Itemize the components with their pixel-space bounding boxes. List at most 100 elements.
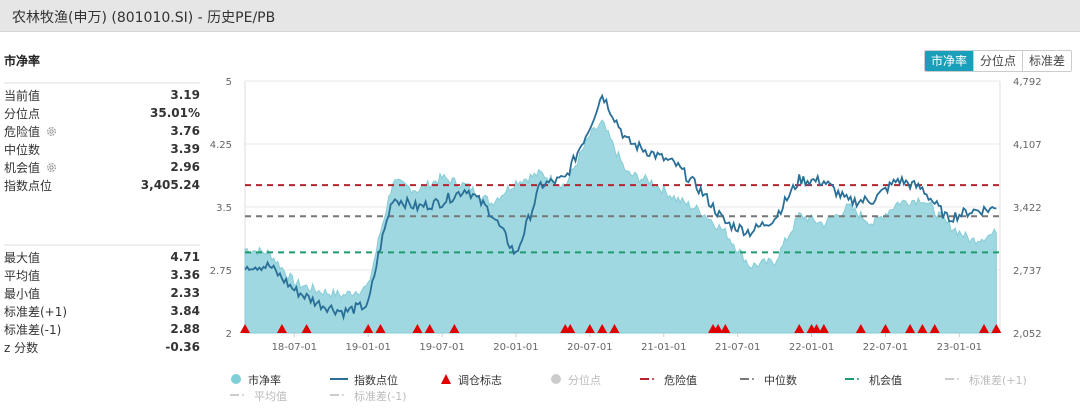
stat-label: 最小值	[4, 285, 40, 302]
legend-item[interactable]: 机会值	[845, 372, 945, 388]
rebalance-triangle-icon[interactable]	[713, 324, 724, 333]
stat-label-text: 标准差(-1)	[4, 322, 62, 337]
pb-area-series	[244, 119, 997, 334]
settings-gear-icon[interactable]	[46, 162, 57, 173]
stat-label-text: 指数点位	[4, 178, 53, 193]
stat-row: 机会值 2.96	[4, 158, 200, 176]
chart-legend: 市净率 指数点位 调仓标志 分位点 危险值 中位数 机会值 标准差(+1) 平均值 标准差(-1…	[230, 372, 1070, 404]
rebalance-triangle-icon[interactable]	[991, 324, 1002, 333]
stat-label: 指数点位	[4, 177, 52, 194]
stat-row: 中位数 3.39	[4, 140, 200, 158]
stat-row: 危险值 3.76	[4, 122, 200, 140]
stat-value: 3.39	[170, 142, 200, 156]
rebalance-triangle-icon[interactable]	[818, 324, 829, 333]
y-axis-right-tick: 2,737	[1013, 266, 1042, 277]
stat-value: 3.19	[170, 88, 200, 102]
legend-dash-icon	[230, 390, 248, 403]
legend-label: 标准差(+1)	[969, 374, 1027, 387]
legend-label: 指数点位	[354, 374, 398, 387]
legend-dash-icon	[945, 374, 963, 387]
legend-label: 机会值	[869, 374, 902, 387]
stat-label: 危险值	[4, 123, 57, 140]
stat-label: 当前值	[4, 87, 40, 104]
title-bar: 农林牧渔(申万) (801010.SI) - 历史PE/PB	[0, 0, 1080, 32]
rebalance-triangle-icon[interactable]	[720, 324, 731, 333]
y-axis-left-tick: 3.5	[216, 203, 232, 214]
stat-value: 3,405.24	[140, 178, 200, 192]
stat-value: 4.71	[170, 250, 200, 264]
legend-item[interactable]: 分位点	[550, 372, 640, 388]
stat-label: 机会值	[4, 159, 57, 176]
x-axis-tick: 21-07-01	[715, 342, 760, 353]
rebalance-triangle-icon[interactable]	[917, 324, 928, 333]
legend-item[interactable]: 市净率	[230, 372, 330, 388]
stat-value: 2.88	[170, 322, 200, 336]
y-axis-right-tick: 2,052	[1013, 329, 1042, 340]
rebalance-triangle-icon[interactable]	[240, 324, 250, 333]
legend-label: 市净率	[248, 374, 281, 387]
stat-label-text: 危险值	[4, 124, 41, 139]
rebalance-triangle-icon[interactable]	[584, 324, 595, 333]
rebalance-triangle-icon[interactable]	[929, 324, 940, 333]
x-axis-tick: 21-01-01	[641, 342, 686, 353]
panel-title: 市净率	[4, 54, 41, 68]
stat-label-text: 机会值	[4, 160, 41, 175]
y-axis-left-tick: 5	[226, 77, 232, 88]
stat-value: 35.01%	[150, 106, 200, 120]
stat-row: 最小值 2.33	[4, 284, 200, 302]
rebalance-triangle-icon[interactable]	[609, 324, 620, 333]
rebalance-triangle-icon[interactable]	[449, 324, 460, 333]
stat-label-text: 最小值	[4, 286, 41, 301]
legend-row: 市净率 指数点位 调仓标志 分位点 危险值 中位数 机会值 标准差(+1)	[230, 372, 1070, 388]
rebalance-triangle-icon[interactable]	[424, 324, 435, 333]
y-axis-left-tick: 2	[226, 329, 232, 340]
rebalance-triangle-icon[interactable]	[412, 324, 423, 333]
rebalance-triangle-icon[interactable]	[276, 324, 287, 333]
x-axis-tick: 23-01-01	[937, 342, 982, 353]
rebalance-triangle-icon[interactable]	[363, 324, 374, 333]
legend-label: 标准差(-1)	[354, 390, 407, 403]
tab-stddev[interactable]: 标准差	[1021, 51, 1071, 71]
legend-label: 危险值	[664, 374, 697, 387]
rebalance-triangle-icon[interactable]	[978, 324, 989, 333]
rebalance-triangle-icon[interactable]	[597, 324, 608, 333]
stat-value: 2.33	[170, 286, 200, 300]
rebalance-triangle-icon[interactable]	[794, 324, 805, 333]
rebalance-triangle-icon[interactable]	[565, 324, 576, 333]
stat-row: 标准差(+1) 3.84	[4, 302, 200, 320]
stat-label-text: 分位点	[4, 106, 41, 121]
legend-item[interactable]: 指数点位	[330, 372, 440, 388]
pb-chart: 5 4.25 3.5 2.75 2 4,792 4,107 3,422 2,737 2,052 18…	[200, 70, 1080, 370]
stat-label: 平均值	[4, 267, 40, 284]
tab-pb[interactable]: 市净率	[924, 51, 973, 71]
tab-percentile[interactable]: 分位点	[972, 51, 1022, 71]
rebalance-triangle-icon[interactable]	[375, 324, 386, 333]
settings-gear-icon[interactable]	[46, 126, 57, 137]
legend-item[interactable]: 调仓标志	[440, 372, 550, 388]
legend-line-icon	[330, 374, 348, 387]
legend-dash-icon	[330, 390, 348, 403]
x-axis-tick: 22-01-01	[789, 342, 834, 353]
rebalance-triangle-icon[interactable]	[855, 324, 866, 333]
rebalance-triangle-icon[interactable]	[880, 324, 891, 333]
rebalance-markers	[240, 324, 1002, 333]
legend-item[interactable]: 平均值	[230, 388, 330, 404]
rebalance-triangle-icon[interactable]	[811, 324, 822, 333]
legend-row: 平均值 标准差(-1)	[230, 388, 1070, 404]
rebalance-triangle-icon[interactable]	[301, 324, 312, 333]
legend-item[interactable]: 危险值	[640, 372, 740, 388]
stat-label: 标准差(+1)	[4, 303, 67, 320]
stats-summary-group: 最大值 4.71 平均值 3.36 最小值 2.33 标准差(+1) 3.84 标准差(-1) 2…	[4, 244, 200, 356]
legend-item[interactable]: 标准差(+1)	[945, 372, 1045, 388]
rebalance-triangle-icon[interactable]	[905, 324, 916, 333]
legend-item[interactable]: 中位数	[740, 372, 845, 388]
x-axis-tick: 19-01-01	[345, 342, 390, 353]
x-axis-tick: 18-07-01	[272, 342, 317, 353]
stat-value: 2.96	[170, 160, 200, 174]
y-axis-right-tick: 3,422	[1013, 203, 1042, 214]
y-axis-left-tick: 4.25	[210, 140, 232, 151]
stat-row: 最大值 4.71	[4, 248, 200, 266]
stat-label-text: 中位数	[4, 142, 41, 157]
legend-dash-icon	[740, 374, 758, 387]
legend-item[interactable]: 标准差(-1)	[330, 388, 430, 404]
